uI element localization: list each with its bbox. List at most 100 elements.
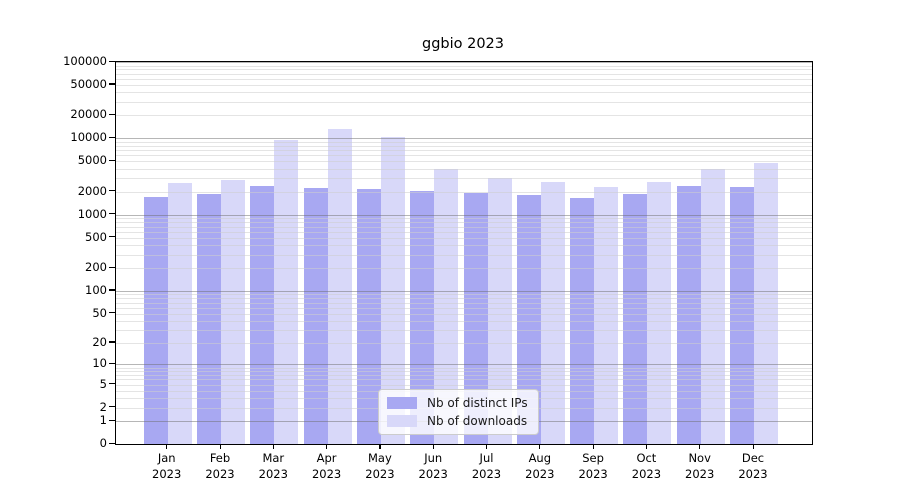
x-tick-mark-sep bbox=[592, 444, 594, 449]
y-tick-mark-0 bbox=[109, 442, 115, 444]
x-tick-mark-apr bbox=[326, 444, 328, 449]
y-tick-label-5: 5 bbox=[99, 376, 107, 391]
gridline-400 bbox=[116, 245, 812, 247]
chart-title: ggbio 2023 bbox=[421, 36, 505, 52]
gridline-500 bbox=[116, 237, 812, 239]
y-tick-label-0: 0 bbox=[99, 436, 107, 450]
legend: Nb of distinct IPs Nb of downloads bbox=[378, 389, 539, 435]
gridline-80 bbox=[116, 298, 812, 300]
y-tick-label-10000: 10000 bbox=[70, 130, 107, 145]
y-tick-label-5000: 5000 bbox=[77, 153, 107, 168]
gridline-100 bbox=[116, 290, 812, 292]
bar-ips-oct bbox=[623, 194, 648, 444]
gridline-2000 bbox=[116, 191, 812, 193]
y-tick-mark-50 bbox=[109, 312, 115, 314]
y-tick-mark-20 bbox=[109, 341, 115, 343]
legend-label-distinct-ips: Nb of distinct IPs bbox=[427, 396, 528, 410]
legend-swatch-downloads bbox=[387, 415, 417, 427]
x-tick-mark-may bbox=[379, 444, 381, 449]
gridline-900 bbox=[116, 218, 812, 220]
gridline-80000 bbox=[116, 69, 812, 71]
y-tick-label-50: 50 bbox=[92, 305, 107, 320]
gridline-7 bbox=[116, 375, 812, 376]
bar-downloads-feb bbox=[221, 180, 245, 444]
bar-downloads-sep bbox=[594, 187, 619, 444]
x-tick-mark-mar bbox=[272, 444, 274, 449]
bar-ips-apr bbox=[303, 188, 328, 444]
gridline-8 bbox=[116, 371, 812, 373]
gridline-100000 bbox=[116, 62, 812, 63]
y-tick-label-20: 20 bbox=[92, 334, 107, 349]
gridline-7000 bbox=[116, 150, 812, 152]
y-tick-label-100000: 100000 bbox=[63, 54, 107, 68]
x-tick-mark-feb bbox=[219, 444, 221, 449]
y-tick-mark-5000 bbox=[109, 159, 115, 162]
x-tick-mark-aug bbox=[539, 444, 541, 449]
gridline-70 bbox=[116, 302, 812, 304]
y-tick-mark-1000 bbox=[109, 213, 115, 215]
x-tick-mark-jan bbox=[166, 444, 168, 449]
gridline-9000 bbox=[116, 141, 812, 143]
x-tick-label-feb: Feb 2023 bbox=[205, 451, 235, 481]
gridline-10000 bbox=[116, 138, 812, 140]
bar-downloads-oct bbox=[647, 181, 672, 444]
bar-ips-may bbox=[356, 189, 381, 444]
x-tick-mark-oct bbox=[645, 444, 648, 449]
y-tick-mark-5 bbox=[109, 383, 115, 385]
gridline-20 bbox=[116, 343, 812, 344]
bar-ips-nov bbox=[676, 185, 701, 444]
x-tick-label-aug: Aug 2023 bbox=[525, 451, 555, 481]
y-tick-mark-10 bbox=[109, 362, 115, 365]
gridline-40000 bbox=[116, 92, 812, 94]
x-tick-label-mar: Mar 2023 bbox=[258, 451, 288, 481]
gridline-600 bbox=[116, 231, 812, 233]
gridline-6000 bbox=[116, 155, 812, 157]
gridline-200 bbox=[116, 268, 812, 269]
x-tick-mark-jul bbox=[486, 444, 488, 449]
y-tick-label-2: 2 bbox=[99, 399, 107, 414]
bar-ips-dec bbox=[730, 186, 754, 444]
legend-swatch-distinct-ips bbox=[387, 397, 417, 409]
y-tick-label-1: 1 bbox=[99, 413, 107, 427]
gridline-10 bbox=[116, 364, 812, 366]
y-tick-mark-2 bbox=[109, 406, 115, 408]
gridline-4000 bbox=[116, 168, 812, 170]
legend-row-downloads: Nb of downloads bbox=[387, 414, 528, 428]
legend-label-downloads: Nb of downloads bbox=[427, 414, 528, 428]
bar-ips-mar bbox=[250, 185, 275, 444]
gridline-800 bbox=[116, 222, 812, 224]
y-tick-mark-100000 bbox=[109, 60, 115, 62]
y-tick-label-2000: 2000 bbox=[77, 183, 107, 198]
y-tick-mark-1 bbox=[109, 419, 115, 421]
x-tick-label-sep: Sep 2023 bbox=[578, 451, 608, 481]
gridline-5 bbox=[116, 384, 812, 386]
x-tick-label-oct: Oct 2023 bbox=[631, 451, 662, 481]
gridline-70000 bbox=[116, 73, 812, 75]
y-tick-mark-200 bbox=[109, 266, 115, 268]
x-tick-mark-dec bbox=[752, 444, 754, 449]
gridline-300 bbox=[116, 254, 812, 256]
gridline-90000 bbox=[116, 65, 812, 67]
x-tick-label-apr: Apr 2023 bbox=[311, 451, 342, 481]
bar-downloads-apr bbox=[327, 128, 352, 444]
gridline-60 bbox=[116, 307, 812, 309]
plot-area bbox=[115, 61, 813, 445]
x-tick-label-jun: Jun 2023 bbox=[418, 451, 448, 481]
y-tick-label-10: 10 bbox=[92, 356, 107, 371]
gridline-50 bbox=[116, 313, 812, 315]
x-tick-label-may: May 2023 bbox=[365, 451, 395, 481]
y-tick-label-200: 200 bbox=[85, 260, 107, 275]
y-tick-label-500: 500 bbox=[85, 229, 107, 244]
gridline-700 bbox=[116, 226, 812, 228]
x-tick-label-nov: Nov 2023 bbox=[685, 451, 715, 481]
gridline-90 bbox=[116, 294, 812, 296]
gridline-8000 bbox=[116, 145, 812, 147]
y-tick-mark-50000 bbox=[109, 83, 115, 85]
x-tick-label-dec: Dec 2023 bbox=[738, 451, 768, 481]
gridline-20000 bbox=[116, 115, 812, 117]
y-tick-mark-10000 bbox=[109, 136, 115, 139]
x-tick-label-jan: Jan 2023 bbox=[152, 451, 182, 481]
gridline-6 bbox=[116, 379, 812, 381]
x-tick-mark-jun bbox=[432, 444, 434, 449]
